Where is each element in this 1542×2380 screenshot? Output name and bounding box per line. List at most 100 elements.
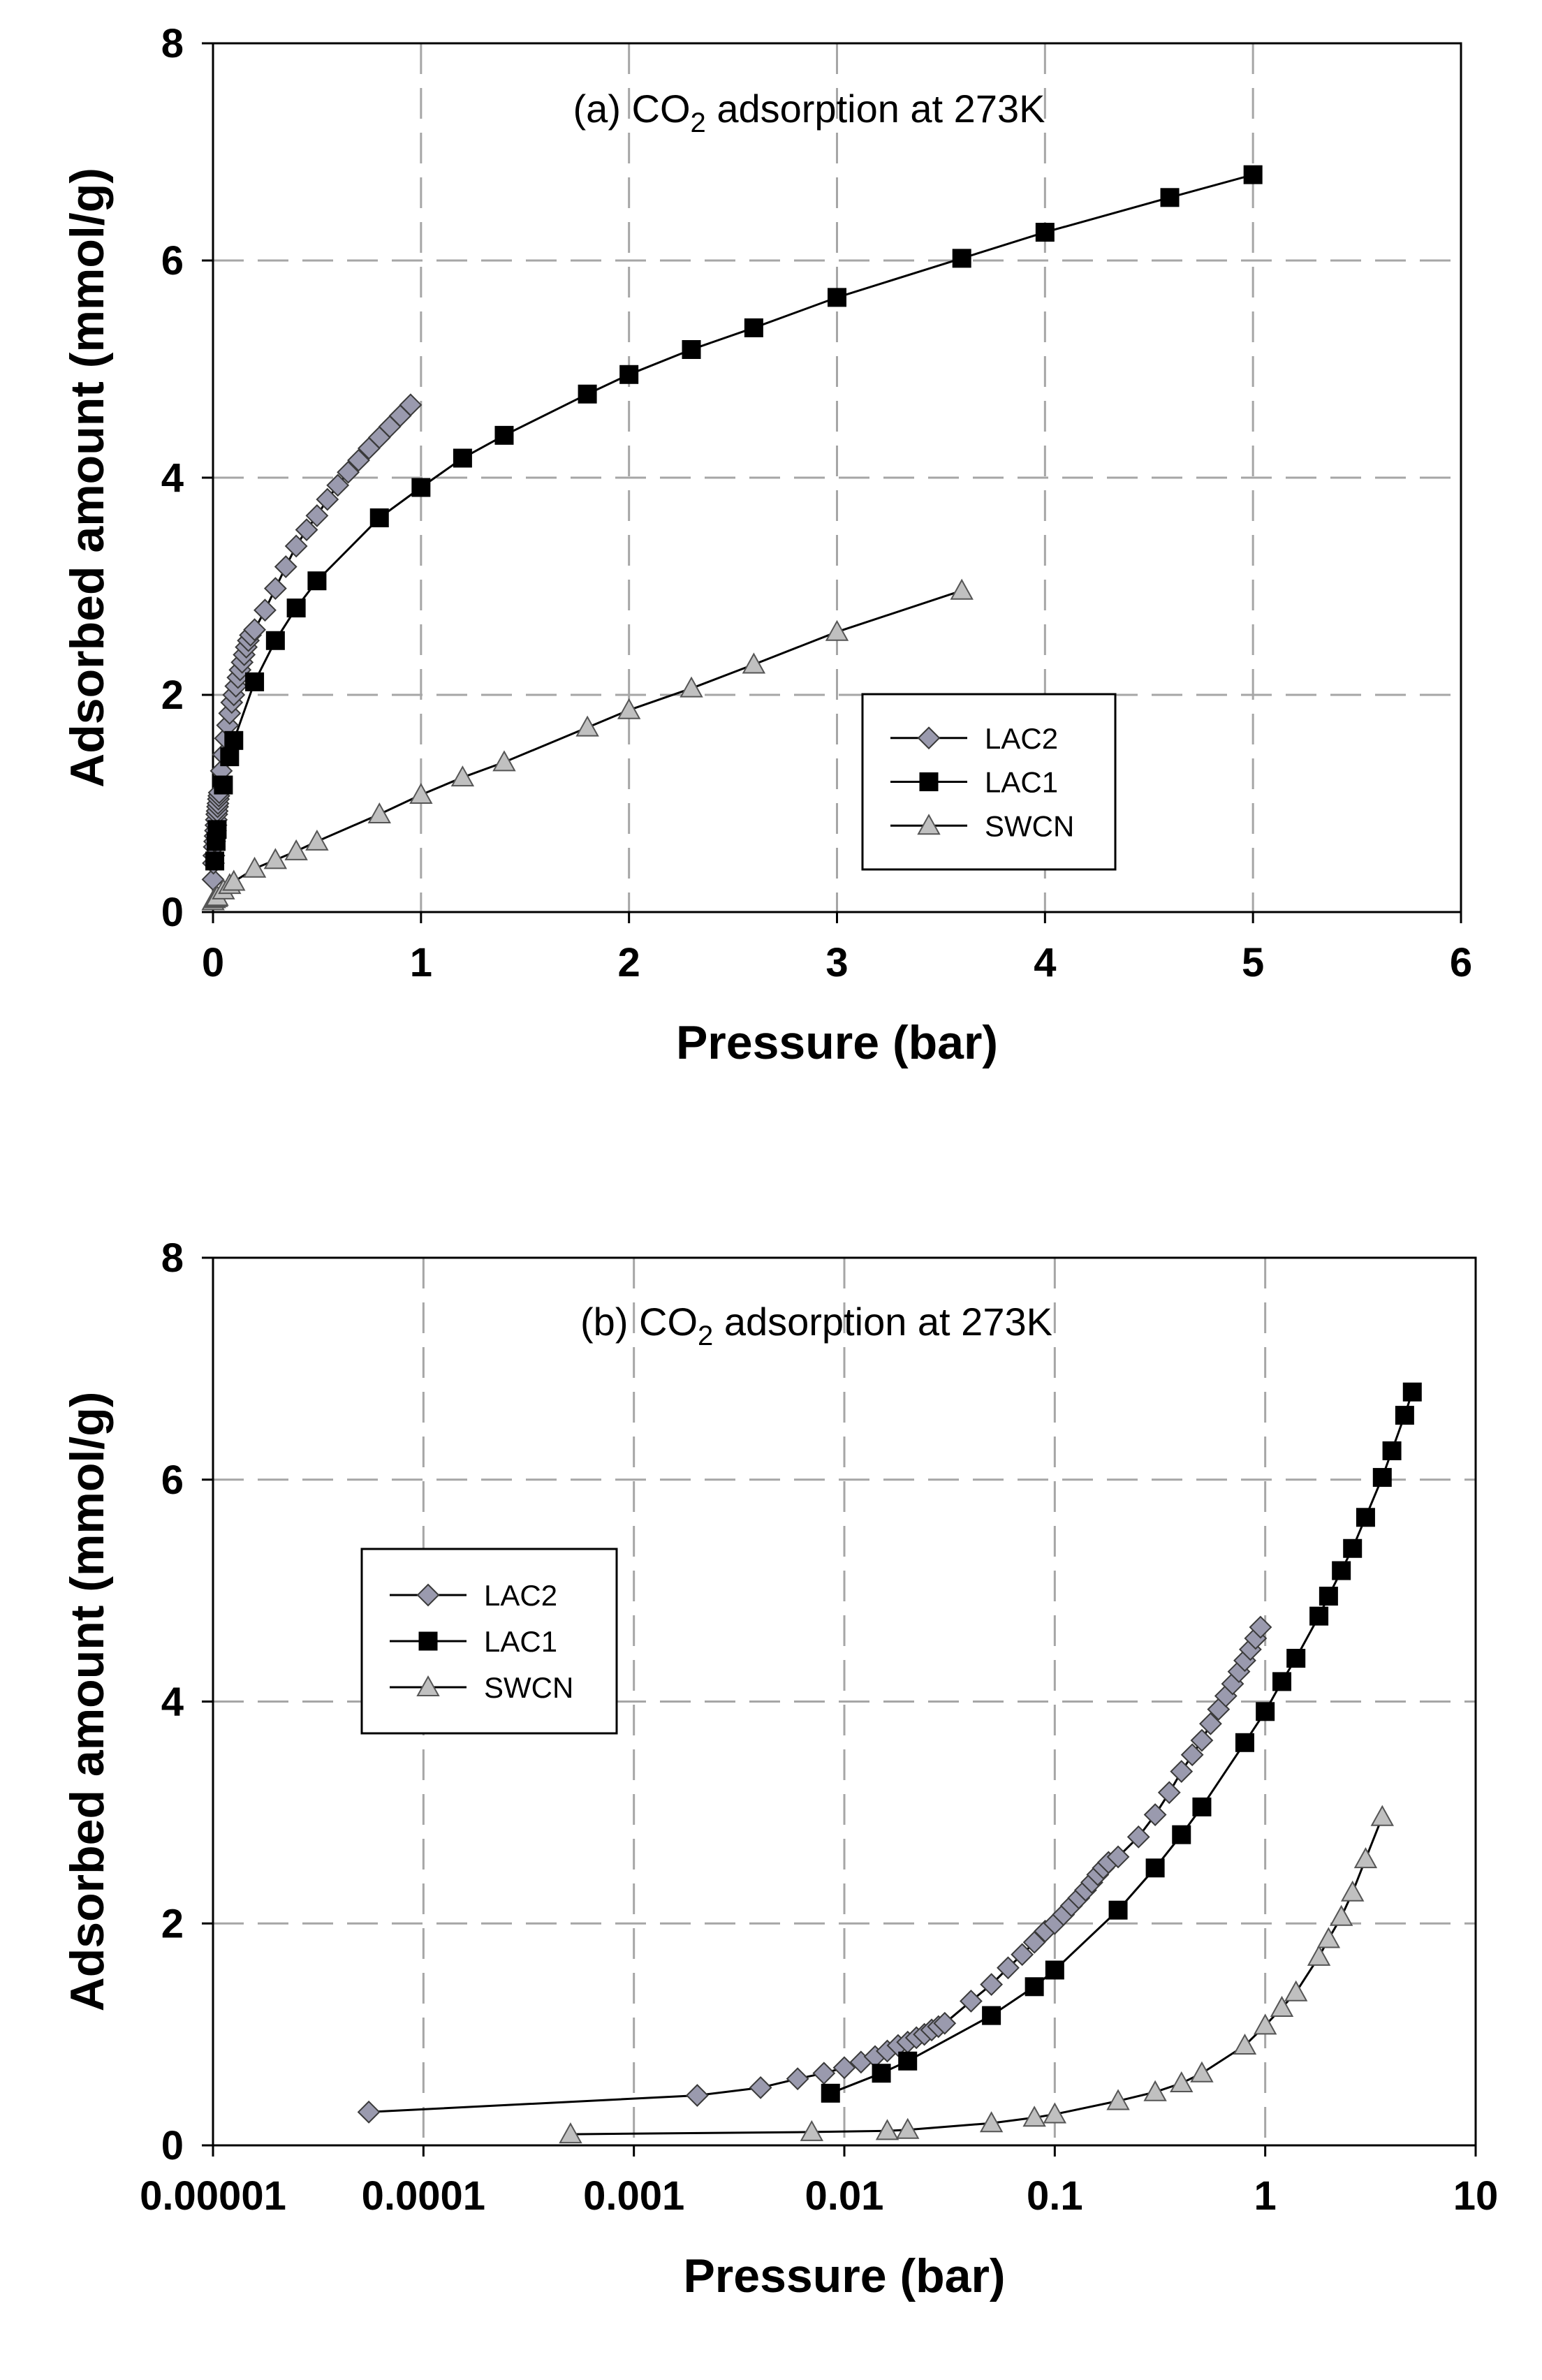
x-tick-label: 6 xyxy=(1450,940,1472,985)
legend-marker-lac2 xyxy=(416,1583,440,1607)
y-tick-label: 6 xyxy=(161,238,184,284)
data-point-swcn-triangle xyxy=(559,2122,582,2144)
data-point-lac2-diamond xyxy=(749,2076,772,2099)
data-point-swcn-triangle xyxy=(263,848,288,869)
data-point-lac2-diamond xyxy=(1199,1712,1222,1735)
data-point-lac1-square xyxy=(307,571,327,591)
x-tick-label: 1 xyxy=(1254,2173,1277,2219)
data-point-lac1-square xyxy=(369,508,389,528)
legend-label-lac1: LAC1 xyxy=(484,1625,557,1658)
data-point-lac1-square xyxy=(411,478,431,497)
data-point-lac1-square xyxy=(1172,1825,1191,1844)
data-point-lac1-square xyxy=(1382,1441,1402,1460)
x-axis-label: Pressure (bar) xyxy=(676,1016,998,1069)
data-point-lac1-square xyxy=(744,318,763,337)
data-point-swcn-triangle xyxy=(680,676,703,698)
data-point-lac1-square xyxy=(1192,1797,1212,1816)
data-point-swcn-triangle xyxy=(896,2117,920,2139)
y-tick-label: 2 xyxy=(161,1901,184,1946)
legend-label-lac2: LAC2 xyxy=(985,722,1058,755)
data-point-swcn-triangle xyxy=(1190,2061,1214,2082)
data-point-swcn-triangle xyxy=(242,856,267,878)
data-point-lac2-diamond xyxy=(274,555,298,578)
data-point-lac2-diamond xyxy=(1011,1943,1034,1967)
y-tick-label: 8 xyxy=(161,21,184,66)
y-tick-label: 4 xyxy=(161,1680,184,1725)
data-point-lac2-diamond xyxy=(243,618,266,642)
legend-marker-swcn xyxy=(416,1675,440,1696)
data-point-lac2-diamond xyxy=(295,518,318,542)
data-point-lac1-square xyxy=(265,631,285,650)
y-tick-label: 0 xyxy=(161,2123,184,2168)
chart-panel-b: 0.00001 0.0001 0.001 0.01 0.1 1 10 0 2 4 6 8 Pressur… xyxy=(61,1235,1498,2302)
x-tick-label: 1 xyxy=(410,940,432,985)
data-point-lac1-square xyxy=(1272,1672,1292,1691)
x-tick-label: 0.1 xyxy=(1027,2173,1083,2219)
data-point-lac2-diamond xyxy=(399,393,423,417)
chart-panel-a: 0 1 2 3 4 5 6 0 2 4 6 8 Pressure (bar) Adsorbed amoun… xyxy=(61,21,1472,1069)
data-point-swcn-triangle xyxy=(575,715,599,737)
data-point-lac2-diamond xyxy=(337,460,360,484)
data-point-swcn-triangle xyxy=(1170,2071,1194,2093)
data-point-lac1-square xyxy=(1256,1702,1275,1721)
data-point-swcn-triangle xyxy=(825,619,849,641)
data-point-lac1-square xyxy=(1395,1406,1414,1425)
data-point-lac2-diamond xyxy=(316,487,339,511)
data-point-swcn-triangle xyxy=(1370,1805,1394,1826)
data-point-lac2-diamond xyxy=(685,2084,709,2107)
series-line-lac1 xyxy=(830,1391,1414,2094)
data-point-swcn-triangle xyxy=(875,2119,900,2140)
data-point-swcn-triangle xyxy=(742,652,766,674)
data-point-lac1-square xyxy=(952,249,971,268)
data-point-lac1-square xyxy=(898,2051,918,2071)
x-tick-label: 0.0001 xyxy=(362,2173,485,2219)
data-point-lac1-square xyxy=(1035,223,1055,242)
data-point-lac2-diamond xyxy=(284,534,308,558)
x-tick-label: 5 xyxy=(1242,940,1264,985)
data-point-lac2-diamond xyxy=(1157,1781,1181,1805)
x-tick-label: 10 xyxy=(1453,2173,1499,2219)
data-point-swcn-triangle xyxy=(1329,1904,1353,1926)
data-point-lac1-square xyxy=(1343,1538,1363,1558)
legend-marker-lac1 xyxy=(418,1631,438,1651)
data-point-swcn-triangle xyxy=(305,829,329,851)
data-point-swcn-triangle xyxy=(1307,1944,1331,1966)
y-tick-label: 0 xyxy=(161,890,184,935)
data-point-lac1-square xyxy=(1309,1606,1329,1626)
data-point-swcn-triangle xyxy=(409,783,433,805)
y-tick-label: 4 xyxy=(161,455,184,501)
data-point-lac1-square xyxy=(207,820,227,839)
legend-label-lac2: LAC2 xyxy=(484,1579,557,1612)
legend-marker-swcn xyxy=(917,814,941,835)
data-point-lac2-diamond xyxy=(1190,1728,1214,1752)
data-point-lac1-square xyxy=(872,2064,891,2083)
data-point-lac2-diamond xyxy=(1249,1615,1272,1639)
legend-label-swcn: SWCN xyxy=(985,809,1074,842)
x-tick-label: 3 xyxy=(825,940,848,985)
data-point-swcn-triangle xyxy=(284,839,308,860)
x-tick-label: 0.01 xyxy=(805,2173,884,2219)
data-point-lac2-diamond xyxy=(1180,1743,1204,1767)
data-point-swcn-triangle xyxy=(1341,1880,1365,1902)
data-point-lac2-diamond xyxy=(812,2062,836,2085)
data-point-lac1-square xyxy=(1045,1960,1064,1980)
data-point-lac2-diamond xyxy=(933,2011,957,2035)
y-axis-label: Adsorbed amount (mmol/g) xyxy=(61,1392,114,2012)
chart-title: (b) CO2 adsorption at 273K xyxy=(580,1300,1052,1351)
y-tick-label: 8 xyxy=(161,1235,184,1281)
data-point-lac1-square xyxy=(1332,1561,1351,1580)
y-axis-label: Adsorbed amount (mmol/g) xyxy=(61,168,114,788)
data-point-lac2-diamond xyxy=(263,577,287,601)
data-point-lac2-diamond xyxy=(1106,1845,1130,1869)
data-point-lac1-square xyxy=(1025,1977,1044,1997)
data-point-lac1-square xyxy=(1108,1900,1128,1920)
x-tick-label: 0.00001 xyxy=(140,2173,286,2219)
legend-label-lac1: LAC1 xyxy=(985,766,1058,799)
data-point-swcn-triangle xyxy=(1270,1995,1294,2017)
data-point-swcn-triangle xyxy=(1143,2080,1167,2101)
data-point-lac2-diamond xyxy=(1170,1760,1194,1784)
data-point-lac2-diamond xyxy=(832,2056,856,2080)
data-point-swcn-triangle xyxy=(1353,1847,1378,1869)
data-point-lac2-diamond xyxy=(1126,1825,1150,1849)
